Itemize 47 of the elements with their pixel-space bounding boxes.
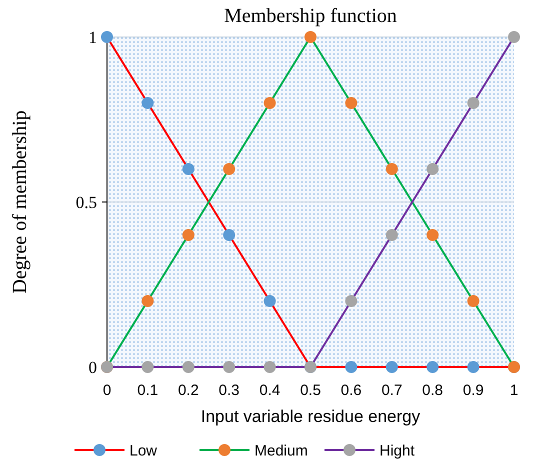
point <box>345 361 358 373</box>
point <box>182 163 194 175</box>
point <box>467 295 480 307</box>
y-tick-label: 0.5 <box>76 192 97 212</box>
point <box>264 361 276 373</box>
point <box>386 229 398 241</box>
x-tick-label: 0.4 <box>259 382 280 399</box>
x-tick-label: 1 <box>510 382 518 399</box>
point <box>223 361 236 373</box>
x-tick-label: 0.3 <box>218 382 240 399</box>
point <box>142 97 154 109</box>
x-tick-label: 0.7 <box>381 382 402 399</box>
point <box>386 163 398 175</box>
x-tick-label: 0.9 <box>462 382 484 399</box>
point <box>142 361 154 373</box>
point <box>304 31 316 43</box>
y-axis-title: Degree of membership <box>9 110 31 294</box>
y-tick-label: 0 <box>88 358 97 377</box>
point <box>264 295 276 307</box>
legend-label: Low <box>130 442 158 460</box>
y-tick-label: 1 <box>88 28 97 47</box>
point <box>182 361 194 373</box>
point <box>467 97 480 109</box>
x-tick-label: 0 <box>102 382 112 399</box>
x-tick-label: 0.6 <box>340 382 362 399</box>
point <box>101 31 113 43</box>
x-tick-label: 0.8 <box>422 382 444 399</box>
point <box>426 163 439 175</box>
point <box>264 97 276 109</box>
point <box>508 31 520 43</box>
point <box>223 229 236 241</box>
point <box>345 97 358 109</box>
legend-label: Hight <box>380 442 416 460</box>
x-axis-title: Input variable residue energy <box>200 407 421 426</box>
chart-title: Membership function <box>224 5 397 27</box>
point <box>386 361 398 373</box>
point <box>426 229 439 241</box>
x-tick-label: 0.1 <box>137 382 158 399</box>
point <box>426 361 439 373</box>
x-tick-label: 0.2 <box>178 382 199 399</box>
point <box>182 229 194 241</box>
point <box>142 295 154 307</box>
point <box>345 295 358 307</box>
legend-label: Medium <box>254 442 308 460</box>
point <box>467 361 480 373</box>
point <box>223 163 236 175</box>
x-tick-label: 0.5 <box>300 382 321 399</box>
